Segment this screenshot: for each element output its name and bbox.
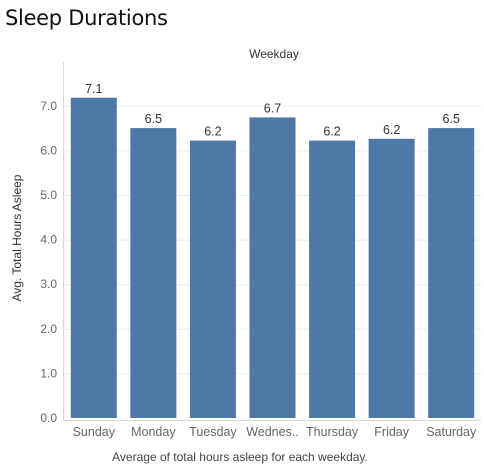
- y-tick-label: 5.0: [40, 188, 57, 202]
- x-axis-categories: Sunday Monday Tuesday Wednes.. Thursday Frida…: [73, 425, 477, 439]
- bar: [428, 128, 475, 418]
- bar: [368, 138, 415, 418]
- bars: [70, 97, 475, 418]
- y-axis-title: Avg. Total Hours Asleep: [10, 174, 24, 301]
- y-tick-label: 6.0: [40, 143, 57, 157]
- bar: [189, 140, 236, 418]
- bar: [309, 140, 356, 418]
- y-tick-label: 4.0: [40, 233, 57, 247]
- y-axis-ticks: 0.0 1.0 2.0 3.0 4.0 5.0 6.0 7.0: [40, 99, 57, 425]
- y-tick-label: 3.0: [40, 277, 57, 291]
- data-label: 6.2: [204, 125, 221, 139]
- column-header: Weekday: [249, 47, 299, 61]
- data-label: 6.5: [145, 112, 162, 126]
- bar: [70, 97, 117, 418]
- y-tick-label: 7.0: [40, 99, 57, 113]
- data-label: 6.2: [323, 125, 340, 139]
- bar: [130, 128, 177, 418]
- bar: [249, 117, 296, 418]
- data-label: 6.7: [264, 101, 281, 115]
- y-tick-label: 1.0: [40, 366, 57, 380]
- x-category-label: Saturday: [426, 425, 477, 439]
- x-category-label: Friday: [374, 425, 409, 439]
- data-labels: 7.1 6.5 6.2 6.7 6.2 6.2 6.5: [85, 82, 460, 139]
- x-category-label: Tuesday: [189, 425, 237, 439]
- data-label: 6.5: [443, 112, 460, 126]
- x-category-label: Sunday: [73, 425, 116, 439]
- y-tick-label: 2.0: [40, 322, 57, 336]
- x-category-label: Wednes..: [246, 425, 299, 439]
- data-label: 6.2: [383, 123, 400, 137]
- x-category-label: Thursday: [306, 425, 359, 439]
- data-label: 7.1: [85, 82, 102, 96]
- x-category-label: Monday: [131, 425, 176, 439]
- y-tick-label: 0.0: [40, 411, 57, 425]
- caption: Average of total hours asleep for each w…: [112, 450, 368, 464]
- chart-title: Sleep Durations: [5, 6, 168, 30]
